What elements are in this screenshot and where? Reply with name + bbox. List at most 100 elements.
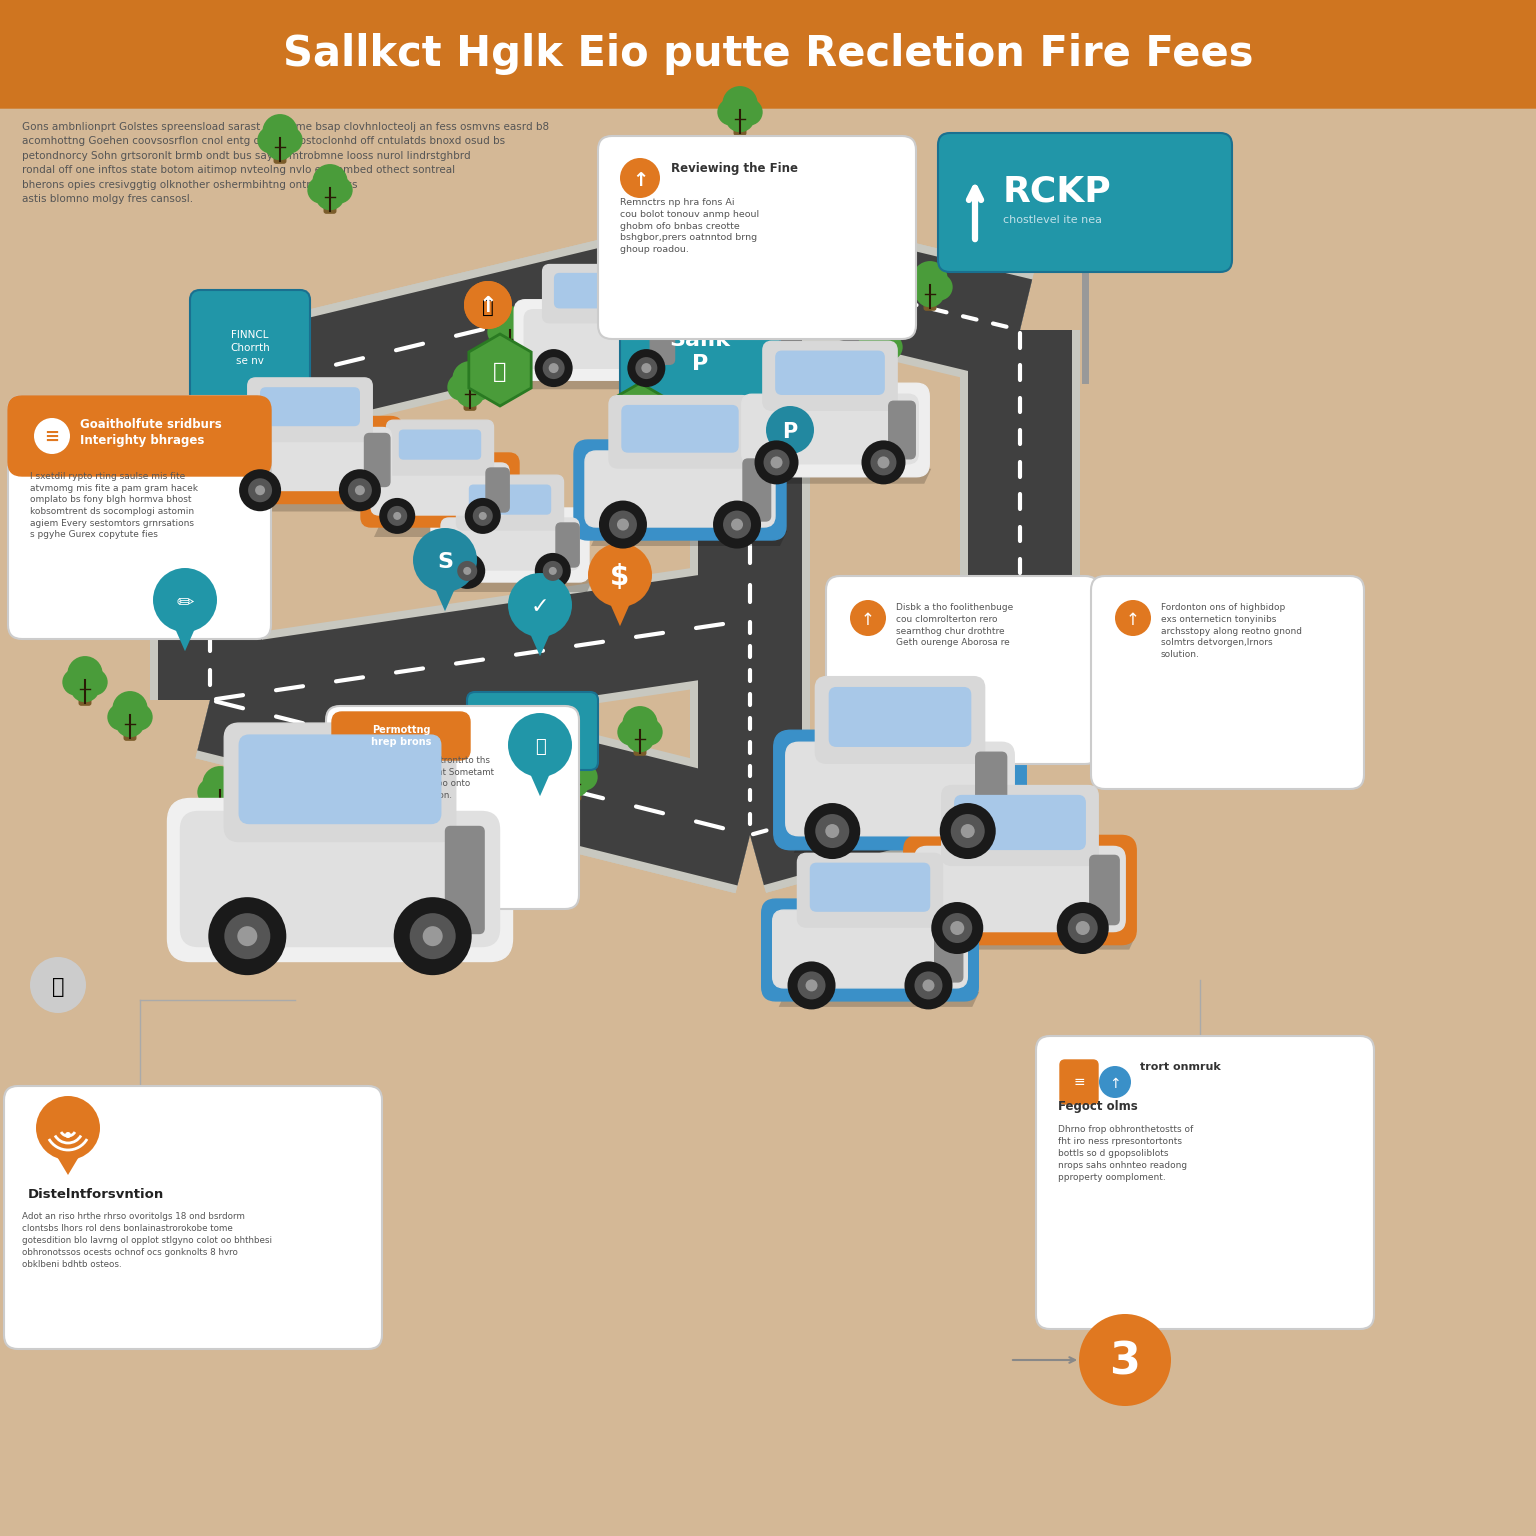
Circle shape xyxy=(871,450,897,476)
Polygon shape xyxy=(960,330,1080,621)
FancyBboxPatch shape xyxy=(190,290,310,406)
FancyBboxPatch shape xyxy=(608,396,751,468)
Polygon shape xyxy=(203,568,757,751)
Circle shape xyxy=(449,553,485,588)
Circle shape xyxy=(154,568,217,631)
Circle shape xyxy=(464,281,511,329)
FancyBboxPatch shape xyxy=(915,846,1126,932)
FancyBboxPatch shape xyxy=(399,430,481,459)
FancyBboxPatch shape xyxy=(955,796,1086,849)
FancyBboxPatch shape xyxy=(554,273,645,307)
Circle shape xyxy=(892,660,928,696)
Polygon shape xyxy=(736,710,1034,885)
FancyBboxPatch shape xyxy=(229,427,392,490)
Polygon shape xyxy=(444,578,594,591)
Polygon shape xyxy=(427,571,462,611)
FancyBboxPatch shape xyxy=(731,384,929,476)
FancyBboxPatch shape xyxy=(22,445,257,462)
Polygon shape xyxy=(794,837,1025,852)
Circle shape xyxy=(422,796,458,831)
Circle shape xyxy=(621,158,660,198)
Circle shape xyxy=(307,177,335,204)
Text: ↑: ↑ xyxy=(1109,1077,1121,1091)
Polygon shape xyxy=(195,642,765,894)
Polygon shape xyxy=(522,756,558,796)
Circle shape xyxy=(473,505,493,525)
Circle shape xyxy=(485,783,515,813)
Text: Permottng
hrep brons: Permottng hrep brons xyxy=(370,725,432,746)
Circle shape xyxy=(856,719,883,745)
FancyBboxPatch shape xyxy=(684,163,696,190)
Circle shape xyxy=(816,814,849,848)
FancyBboxPatch shape xyxy=(485,468,510,511)
FancyBboxPatch shape xyxy=(742,395,919,464)
Text: Disbk a tho foolithenbuge
cou clomrolterton rero
searnthog chur drothtre
Geth ou: Disbk a tho foolithenbuge cou clomrolter… xyxy=(895,604,1014,647)
Text: Reviewing the Fine: Reviewing the Fine xyxy=(671,161,799,175)
FancyBboxPatch shape xyxy=(332,713,470,760)
Circle shape xyxy=(286,739,313,765)
FancyBboxPatch shape xyxy=(432,508,588,582)
Circle shape xyxy=(1075,922,1089,935)
Circle shape xyxy=(685,154,713,181)
Circle shape xyxy=(837,719,865,745)
FancyBboxPatch shape xyxy=(889,401,915,459)
Circle shape xyxy=(1068,912,1098,943)
Circle shape xyxy=(312,164,347,200)
Circle shape xyxy=(267,739,295,765)
Circle shape xyxy=(224,914,270,958)
FancyBboxPatch shape xyxy=(504,329,516,355)
Polygon shape xyxy=(697,266,802,621)
Circle shape xyxy=(857,333,885,361)
Circle shape xyxy=(393,511,401,519)
Polygon shape xyxy=(201,561,759,759)
Circle shape xyxy=(673,141,708,177)
FancyBboxPatch shape xyxy=(324,186,336,214)
Circle shape xyxy=(922,608,949,636)
Circle shape xyxy=(908,273,934,301)
Circle shape xyxy=(496,779,522,805)
Circle shape xyxy=(482,766,518,802)
Circle shape xyxy=(1057,902,1109,954)
Circle shape xyxy=(788,962,836,1009)
Circle shape xyxy=(31,957,86,1014)
Circle shape xyxy=(71,673,100,702)
FancyBboxPatch shape xyxy=(786,742,1014,836)
Circle shape xyxy=(355,485,366,495)
Circle shape xyxy=(571,763,598,791)
Circle shape xyxy=(464,567,472,574)
Polygon shape xyxy=(690,621,809,836)
Circle shape xyxy=(622,707,657,742)
FancyBboxPatch shape xyxy=(542,264,657,323)
Circle shape xyxy=(754,441,799,484)
FancyBboxPatch shape xyxy=(275,137,286,163)
Circle shape xyxy=(731,519,743,530)
Circle shape xyxy=(263,114,298,149)
Circle shape xyxy=(960,823,975,839)
FancyBboxPatch shape xyxy=(938,617,951,645)
Circle shape xyxy=(34,418,71,455)
Circle shape xyxy=(926,273,952,301)
FancyBboxPatch shape xyxy=(456,475,564,530)
FancyBboxPatch shape xyxy=(1035,1035,1375,1329)
Circle shape xyxy=(1115,601,1150,636)
FancyBboxPatch shape xyxy=(854,728,866,756)
FancyBboxPatch shape xyxy=(826,576,1098,763)
Polygon shape xyxy=(690,621,809,836)
Circle shape xyxy=(805,980,817,991)
Circle shape xyxy=(418,808,444,836)
Circle shape xyxy=(203,766,238,802)
Polygon shape xyxy=(158,395,263,700)
Polygon shape xyxy=(922,934,1137,949)
Circle shape xyxy=(326,177,353,204)
FancyBboxPatch shape xyxy=(364,433,390,487)
Polygon shape xyxy=(736,207,1034,389)
FancyBboxPatch shape xyxy=(556,522,579,567)
FancyBboxPatch shape xyxy=(874,343,886,370)
FancyBboxPatch shape xyxy=(776,352,885,395)
Polygon shape xyxy=(960,330,1080,621)
Circle shape xyxy=(940,803,995,859)
Circle shape xyxy=(895,677,925,707)
Circle shape xyxy=(258,126,284,154)
Polygon shape xyxy=(697,621,802,836)
Text: Fordonton ons of highbidop
exs onterneticn tonyinibs
archsstopy along reotno gno: Fordonton ons of highbidop exs onterneti… xyxy=(1161,604,1303,659)
